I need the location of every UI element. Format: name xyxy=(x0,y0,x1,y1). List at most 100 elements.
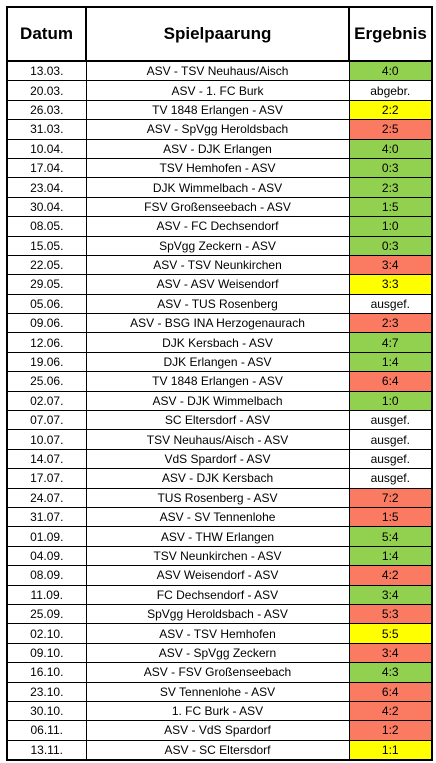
table-row: 07.07. SC Eltersdorf - ASV ausgef. xyxy=(6,410,433,431)
match-cell: DJK Kersbach - ASV xyxy=(85,332,350,353)
result-cell: 4:0 xyxy=(348,138,433,159)
date-cell: 09.10. xyxy=(6,642,87,664)
match-cell: ASV - FSV Großenseebach xyxy=(85,662,350,683)
match-cell: ASV - SV Tennenlohe xyxy=(85,506,350,528)
table-row: 04.09. TSV Neunkirchen - ASV 1:4 xyxy=(6,545,433,567)
date-cell: 09.06. xyxy=(6,313,87,334)
result-cell: 2:2 xyxy=(348,99,433,121)
result-cell: 3:4 xyxy=(348,254,433,276)
date-cell: 30.04. xyxy=(6,196,87,218)
result-cell: 1:5 xyxy=(348,506,433,528)
table-row: 22.05. ASV - TSV Neunkirchen 3:4 xyxy=(6,254,433,276)
date-cell: 14.07. xyxy=(6,448,87,470)
table-row: 05.06. ASV - TUS Rosenberg ausgef. xyxy=(6,293,433,315)
date-cell: 31.07. xyxy=(6,506,87,528)
match-cell: ASV Weisendorf - ASV xyxy=(85,565,350,586)
date-cell: 31.03. xyxy=(6,119,87,140)
date-cell: 05.06. xyxy=(6,293,87,315)
result-cell: ausgef. xyxy=(348,468,433,489)
match-cell: ASV - TSV Neuhaus/Aisch xyxy=(85,60,350,82)
date-cell: 01.09. xyxy=(6,526,87,547)
result-cell: 5:3 xyxy=(348,603,433,625)
table-row: 24.07. TUS Rosenberg - ASV 7:2 xyxy=(6,487,433,508)
date-cell: 29.05. xyxy=(6,274,87,295)
table-row: 08.05. ASV - FC Dechsendorf 1:0 xyxy=(6,216,433,237)
date-cell: 13.03. xyxy=(6,60,87,82)
result-cell: 5:5 xyxy=(348,623,433,644)
table-row: 01.09. ASV - THW Erlangen 5:4 xyxy=(6,526,433,547)
match-cell: ASV - THW Erlangen xyxy=(85,526,350,547)
table-row: 06.11. ASV - VdS Spardorf 1:2 xyxy=(6,720,433,741)
date-cell: 08.05. xyxy=(6,216,87,237)
match-cell: 1. FC Burk - ASV xyxy=(85,700,350,722)
table-row: 30.10. 1. FC Burk - ASV 4:2 xyxy=(6,700,433,722)
match-cell: ASV - SpVgg Heroldsbach xyxy=(85,119,350,140)
table-row: 25.09. SpVgg Heroldsbach - ASV 5:3 xyxy=(6,603,433,625)
result-cell: 2:5 xyxy=(348,119,433,140)
match-cell: SpVgg Heroldsbach - ASV xyxy=(85,603,350,625)
date-cell: 02.10. xyxy=(6,623,87,644)
result-cell: 2:3 xyxy=(348,313,433,334)
result-cell: 6:4 xyxy=(348,681,433,702)
match-cell: DJK Erlangen - ASV xyxy=(85,351,350,373)
table-row: 23.10. SV Tennenlohe - ASV 6:4 xyxy=(6,681,433,702)
match-cell: DJK Wimmelbach - ASV xyxy=(85,177,350,198)
result-cell: 4:3 xyxy=(348,662,433,683)
table-row: 26.03. TV 1848 Erlangen - ASV 2:2 xyxy=(6,99,433,121)
match-cell: ASV - FC Dechsendorf xyxy=(85,216,350,237)
date-cell: 13.11. xyxy=(6,739,87,762)
date-cell: 23.10. xyxy=(6,681,87,702)
result-cell: 1:0 xyxy=(348,390,433,412)
results-table: Datum Spielpaarung Ergebnis 13.03. ASV - … xyxy=(6,6,433,762)
result-cell: 2:3 xyxy=(348,177,433,198)
match-cell: ASV - DJK Erlangen xyxy=(85,138,350,159)
date-cell: 19.06. xyxy=(6,351,87,373)
match-cell: ASV - TSV Hemhofen xyxy=(85,623,350,644)
results-body: 13.03. ASV - TSV Neuhaus/Aisch 4:0 20.03. AS… xyxy=(6,60,433,762)
header-match: Spielpaarung xyxy=(85,6,350,62)
match-cell: TSV Neuhaus/Aisch - ASV xyxy=(85,429,350,450)
table-row: 14.07. VdS Spardorf - ASV ausgef. xyxy=(6,448,433,470)
header-row: Datum Spielpaarung Ergebnis xyxy=(6,6,433,62)
match-cell: ASV - TUS Rosenberg xyxy=(85,293,350,315)
date-cell: 10.07. xyxy=(6,429,87,450)
match-cell: ASV - SC Eltersdorf xyxy=(85,739,350,762)
table-row: 31.03. ASV - SpVgg Heroldsbach 2:5 xyxy=(6,119,433,140)
result-cell: 1:5 xyxy=(348,196,433,218)
result-cell: 0:3 xyxy=(348,157,433,179)
match-cell: TV 1848 Erlangen - ASV xyxy=(85,99,350,121)
result-cell: 1:0 xyxy=(348,216,433,237)
date-cell: 23.04. xyxy=(6,177,87,198)
match-cell: ASV - BSG INA Herzogenaurach xyxy=(85,313,350,334)
date-cell: 04.09. xyxy=(6,545,87,567)
match-cell: ASV - 1. FC Burk xyxy=(85,80,350,101)
match-cell: TV 1848 Erlangen - ASV xyxy=(85,371,350,392)
result-cell: 4:7 xyxy=(348,332,433,353)
table-row: 17.07. ASV - DJK Kersbach ausgef. xyxy=(6,468,433,489)
date-cell: 16.10. xyxy=(6,662,87,683)
match-cell: SV Tennenlohe - ASV xyxy=(85,681,350,702)
result-cell: 1:4 xyxy=(348,545,433,567)
match-cell: TUS Rosenberg - ASV xyxy=(85,487,350,508)
date-cell: 12.06. xyxy=(6,332,87,353)
table-row: 20.03. ASV - 1. FC Burk abgebr. xyxy=(6,80,433,101)
result-cell: 3:3 xyxy=(348,274,433,295)
date-cell: 06.11. xyxy=(6,720,87,741)
date-cell: 07.07. xyxy=(6,410,87,431)
result-cell: 3:4 xyxy=(348,584,433,605)
header-date: Datum xyxy=(6,6,87,62)
match-cell: ASV - ASV Weisendorf xyxy=(85,274,350,295)
table-row: 29.05. ASV - ASV Weisendorf 3:3 xyxy=(6,274,433,295)
match-cell: TSV Hemhofen - ASV xyxy=(85,157,350,179)
match-cell: ASV - TSV Neunkirchen xyxy=(85,254,350,276)
match-cell: ASV - DJK Kersbach xyxy=(85,468,350,489)
date-cell: 30.10. xyxy=(6,700,87,722)
match-cell: FC Dechsendorf - ASV xyxy=(85,584,350,605)
result-cell: 1:2 xyxy=(348,720,433,741)
result-cell: 6:4 xyxy=(348,371,433,392)
date-cell: 25.06. xyxy=(6,371,87,392)
table-row: 12.06. DJK Kersbach - ASV 4:7 xyxy=(6,332,433,353)
date-cell: 17.04. xyxy=(6,157,87,179)
result-cell: 4:2 xyxy=(348,700,433,722)
table-row: 02.07. ASV - DJK Wimmelbach 1:0 xyxy=(6,390,433,412)
